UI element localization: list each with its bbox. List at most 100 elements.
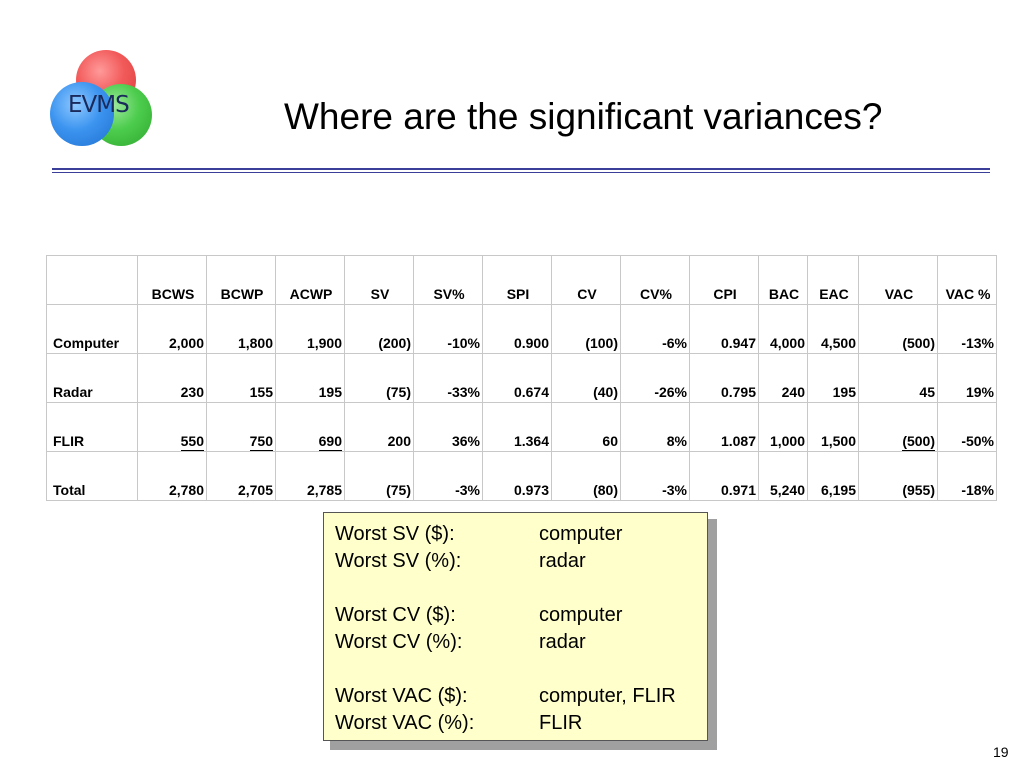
table-cell: (200) bbox=[344, 304, 414, 354]
table-cell: -18% bbox=[937, 451, 997, 501]
summary-item: Worst VAC ($): computer, FLIR bbox=[335, 683, 707, 710]
table-cell: 4,000 bbox=[758, 304, 808, 354]
table-cell: 8% bbox=[620, 402, 690, 452]
blue-circle-icon bbox=[50, 82, 114, 146]
table-cell: (500) bbox=[858, 304, 938, 354]
table-cell: (40) bbox=[551, 353, 621, 403]
column-header: SPI bbox=[482, 255, 552, 305]
table-cell: -26% bbox=[620, 353, 690, 403]
column-header: BAC bbox=[758, 255, 808, 305]
summary-label: Worst CV (%): bbox=[335, 631, 463, 653]
cell-value: 550 bbox=[180, 433, 204, 451]
summary-item: Worst VAC (%): FLIR bbox=[335, 710, 707, 737]
column-header: EAC bbox=[807, 255, 859, 305]
table-cell: (500) bbox=[858, 402, 938, 452]
summary-value: FLIR bbox=[539, 712, 583, 734]
table-cell: 0.947 bbox=[689, 304, 759, 354]
table-header-row: BCWS BCWP ACWP SV SV% SPI CV CV% CPI BAC… bbox=[46, 255, 997, 305]
summary-spacer bbox=[335, 656, 707, 683]
table-cell: (80) bbox=[551, 451, 621, 501]
summary-value: computer, FLIR bbox=[539, 685, 676, 707]
table-row: Computer 2,000 1,800 1,900 (200) -10% 0.… bbox=[46, 304, 997, 354]
table-cell: 1,800 bbox=[206, 304, 276, 354]
column-header: ACWP bbox=[275, 255, 345, 305]
evms-logo: EVMS bbox=[48, 48, 158, 148]
table-cell: 2,000 bbox=[137, 304, 207, 354]
column-header: CPI bbox=[689, 255, 759, 305]
column-header bbox=[46, 255, 138, 305]
title-divider-thin bbox=[52, 172, 990, 173]
table-cell: 240 bbox=[758, 353, 808, 403]
table-cell: 1,500 bbox=[807, 402, 859, 452]
table-row: Total 2,780 2,705 2,785 (75) -3% 0.973 (… bbox=[46, 451, 997, 501]
table-row: FLIR 550 750 690 200 36% 1.364 60 8% 1.0… bbox=[46, 402, 997, 452]
table-cell: 5,240 bbox=[758, 451, 808, 501]
table-cell: 6,195 bbox=[807, 451, 859, 501]
table-cell: (75) bbox=[344, 353, 414, 403]
column-header: VAC bbox=[858, 255, 938, 305]
table-cell: 0.795 bbox=[689, 353, 759, 403]
table-cell: 0.971 bbox=[689, 451, 759, 501]
column-header: SV bbox=[344, 255, 414, 305]
table-cell: 690 bbox=[275, 402, 345, 452]
table-cell: (955) bbox=[858, 451, 938, 501]
table-cell: 155 bbox=[206, 353, 276, 403]
column-header: BCWS bbox=[137, 255, 207, 305]
table-row: Radar 230 155 195 (75) -33% 0.674 (40) -… bbox=[46, 353, 997, 403]
table-cell: 230 bbox=[137, 353, 207, 403]
table-cell: 195 bbox=[275, 353, 345, 403]
table-cell: 60 bbox=[551, 402, 621, 452]
summary-value: computer bbox=[539, 604, 623, 626]
summary-item: Worst SV ($): computer bbox=[335, 521, 707, 548]
cell-value: 750 bbox=[249, 433, 273, 451]
table-cell: 550 bbox=[137, 402, 207, 452]
summary-label: Worst VAC (%): bbox=[335, 712, 475, 734]
table-cell: -33% bbox=[413, 353, 483, 403]
table-cell: (75) bbox=[344, 451, 414, 501]
column-header: BCWP bbox=[206, 255, 276, 305]
table-cell: 19% bbox=[937, 353, 997, 403]
table-cell: 2,705 bbox=[206, 451, 276, 501]
slide-title: Where are the significant variances? bbox=[284, 96, 883, 137]
summary-label: Worst CV ($): bbox=[335, 604, 456, 626]
summary-value: radar bbox=[539, 550, 586, 572]
summary-label: Worst VAC ($): bbox=[335, 685, 468, 707]
table-cell: 2,780 bbox=[137, 451, 207, 501]
table-cell: 0.900 bbox=[482, 304, 552, 354]
cell-value: 690 bbox=[318, 433, 342, 451]
summary-item: Worst CV ($): computer bbox=[335, 602, 707, 629]
summary-label: Worst SV (%): bbox=[335, 550, 462, 572]
cell-value: (500) bbox=[902, 433, 935, 451]
summary-item: Worst SV (%): radar bbox=[335, 548, 707, 575]
table-cell: 1,900 bbox=[275, 304, 345, 354]
column-header: VAC % bbox=[937, 255, 997, 305]
table-cell: -50% bbox=[937, 402, 997, 452]
page-number: 19 bbox=[993, 744, 1009, 760]
table-cell: 0.973 bbox=[482, 451, 552, 501]
table-cell: 750 bbox=[206, 402, 276, 452]
table-cell: 195 bbox=[807, 353, 859, 403]
variance-table: BCWS BCWP ACWP SV SV% SPI CV CV% CPI BAC… bbox=[46, 255, 997, 501]
column-header: CV% bbox=[620, 255, 690, 305]
logo-text: EVMS bbox=[68, 92, 130, 118]
column-header: CV bbox=[551, 255, 621, 305]
row-label: Total bbox=[46, 451, 138, 501]
table-cell: 1.364 bbox=[482, 402, 552, 452]
table-cell: 45 bbox=[858, 353, 938, 403]
table-cell: (100) bbox=[551, 304, 621, 354]
title-divider bbox=[52, 168, 990, 170]
table-cell: -3% bbox=[620, 451, 690, 501]
row-label: Radar bbox=[46, 353, 138, 403]
table-cell: 200 bbox=[344, 402, 414, 452]
table-cell: 36% bbox=[413, 402, 483, 452]
table-cell: -6% bbox=[620, 304, 690, 354]
row-label: Computer bbox=[46, 304, 138, 354]
summary-item: Worst CV (%): radar bbox=[335, 629, 707, 656]
table-cell: -13% bbox=[937, 304, 997, 354]
table-cell: 1.087 bbox=[689, 402, 759, 452]
summary-label: Worst SV ($): bbox=[335, 523, 455, 545]
summary-spacer bbox=[335, 575, 707, 602]
column-header: SV% bbox=[413, 255, 483, 305]
summary-note: Worst SV ($): computer Worst SV (%): rad… bbox=[323, 512, 708, 741]
table-cell: -3% bbox=[413, 451, 483, 501]
